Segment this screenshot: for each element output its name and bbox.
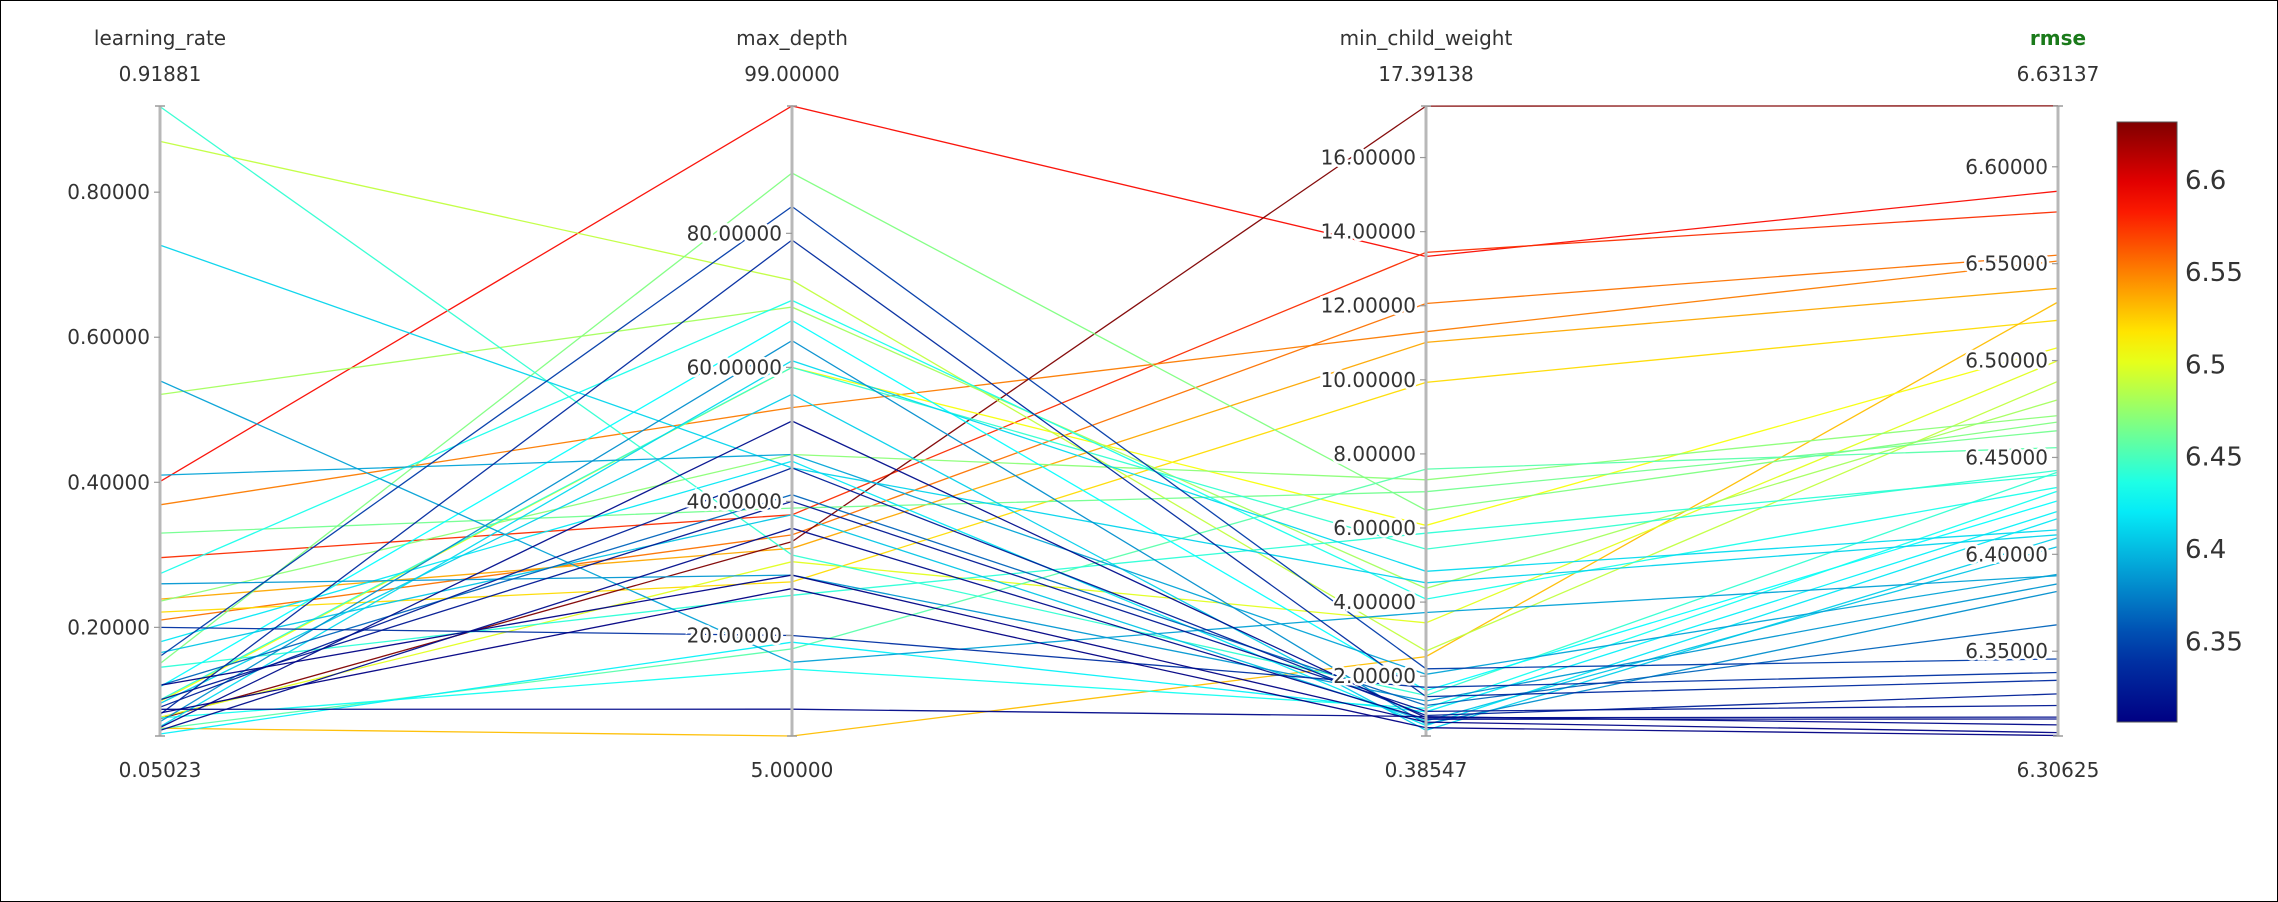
axes-layer: learning_rate 0.91881 0.05023 0.20000 0.4000… [65,26,2100,782]
data-line-35 [159,626,2059,688]
axis-tick-label: 6.55000 [1965,252,2048,276]
axis-max-label: 0.91881 [119,62,202,86]
data-line-41 [159,574,2059,734]
data-line-24 [159,359,2059,728]
colorbar-bar [2116,121,2178,723]
data-line-42 [159,587,2059,737]
axis-min-label: 5.00000 [751,758,834,782]
axis-tick-label: 6.45000 [1965,445,2048,469]
data-line-19 [159,366,2059,701]
data-line-18 [159,299,2059,600]
data-line-39 [159,420,2059,729]
data-line-1 [159,105,2059,483]
data-line-33 [159,494,2059,707]
axis-tick-label: 6.50000 [1965,349,2048,373]
axis-tick-label: 40.00000 [687,489,782,513]
axis-rmse: rmse 6.63137 6.30625 6.35000 6.40000 6.45000 6… [1963,26,2100,782]
data-line-32 [159,339,2059,725]
data-line-28 [159,514,2059,722]
axis-tick-label: 20.00000 [687,623,782,647]
data-line-31 [159,574,2059,702]
data-line-17 [159,106,2059,697]
axis-tick-label: 0.60000 [67,325,150,349]
data-line-37 [159,467,2059,717]
data-line-43 [159,527,2059,732]
polylines-layer [159,105,2059,737]
axis-tick-label: 80.00000 [687,221,782,245]
colorbar-tick-label: 6.5 [2185,350,2226,380]
data-line-3 [159,254,2059,621]
axis-tick-label: 0.40000 [67,470,150,494]
data-line-6 [159,319,2059,613]
data-line-12 [159,306,2059,590]
data-line-25 [159,460,2059,727]
colorbar-tick-label: 6.35 [2185,627,2243,657]
data-line-29 [159,453,2059,675]
colorbar-tick-label: 6.6 [2185,166,2226,196]
axis-min-label: 6.30625 [2017,758,2100,782]
axis-title: learning_rate [94,26,226,50]
axis-tick-label: 6.00000 [1333,516,1416,540]
data-line-13 [159,414,2059,602]
data-line-2 [159,211,2059,559]
axis-tick-label: 8.00000 [1333,442,1416,466]
data-line-36 [159,239,2059,715]
axis-tick-label: 4.00000 [1333,590,1416,614]
data-line-40 [159,708,2059,726]
axis-min-label: 0.38547 [1385,758,1468,782]
axis-tick-label: 2.00000 [1333,664,1416,688]
axis-tick-label: 6.35000 [1965,639,2048,663]
colorbar-tick-label: 6.45 [2185,443,2243,473]
axis-tick-label: 14.00000 [1321,220,1416,244]
colorbar-tick-label: 6.4 [2185,535,2226,565]
axis-tick-label: 6.60000 [1965,155,2048,179]
axis-max-label: 17.39138 [1378,62,1473,86]
axis-max-label: 6.63137 [2017,62,2100,86]
axis-tick-label: 60.00000 [687,355,782,379]
axis-tick-label: 16.00000 [1321,146,1416,170]
axis-max-label: 99.00000 [744,62,839,86]
axis-tick-label: 12.00000 [1321,294,1416,318]
data-line-5 [159,287,2059,600]
data-line-15 [159,430,2059,534]
data-line-21 [159,319,2059,692]
axis-title: rmse [2030,26,2086,50]
data-line-16 [159,446,2059,730]
axis-tick-label: 0.20000 [67,615,150,639]
data-line-4 [159,260,2059,506]
axis-max-depth: max_depth 99.00000 5.00000 20.00000 40.00000… [684,26,848,782]
data-line-7 [159,105,2059,720]
colorbar-tick-label: 6.55 [2185,258,2243,288]
data-line-23 [159,510,2059,735]
axis-tick-label: 0.80000 [67,180,150,204]
axis-title: min_child_weight [1340,26,1513,50]
data-line-34 [159,205,2059,670]
axis-title: max_depth [736,26,848,50]
colorbar: 6.35 6.4 6.45 6.5 6.55 6.6 [2116,121,2243,723]
data-line-8 [159,301,2059,737]
axis-min-child-weight: min_child_weight 17.39138 0.38547 2.00000 4.… [1318,26,1513,782]
axis-learning-rate: learning_rate 0.91881 0.05023 0.20000 0.4000… [65,26,226,782]
axis-min-label: 0.05023 [119,758,202,782]
data-line-11 [159,140,2059,652]
data-line-38 [159,500,2059,713]
data-line-27 [159,244,2059,584]
axis-tick-label: 10.00000 [1321,368,1416,392]
axis-tick-label: 6.40000 [1965,542,2048,566]
data-line-22 [159,490,2059,719]
data-line-9 [159,346,2059,702]
data-line-14 [159,172,2059,665]
